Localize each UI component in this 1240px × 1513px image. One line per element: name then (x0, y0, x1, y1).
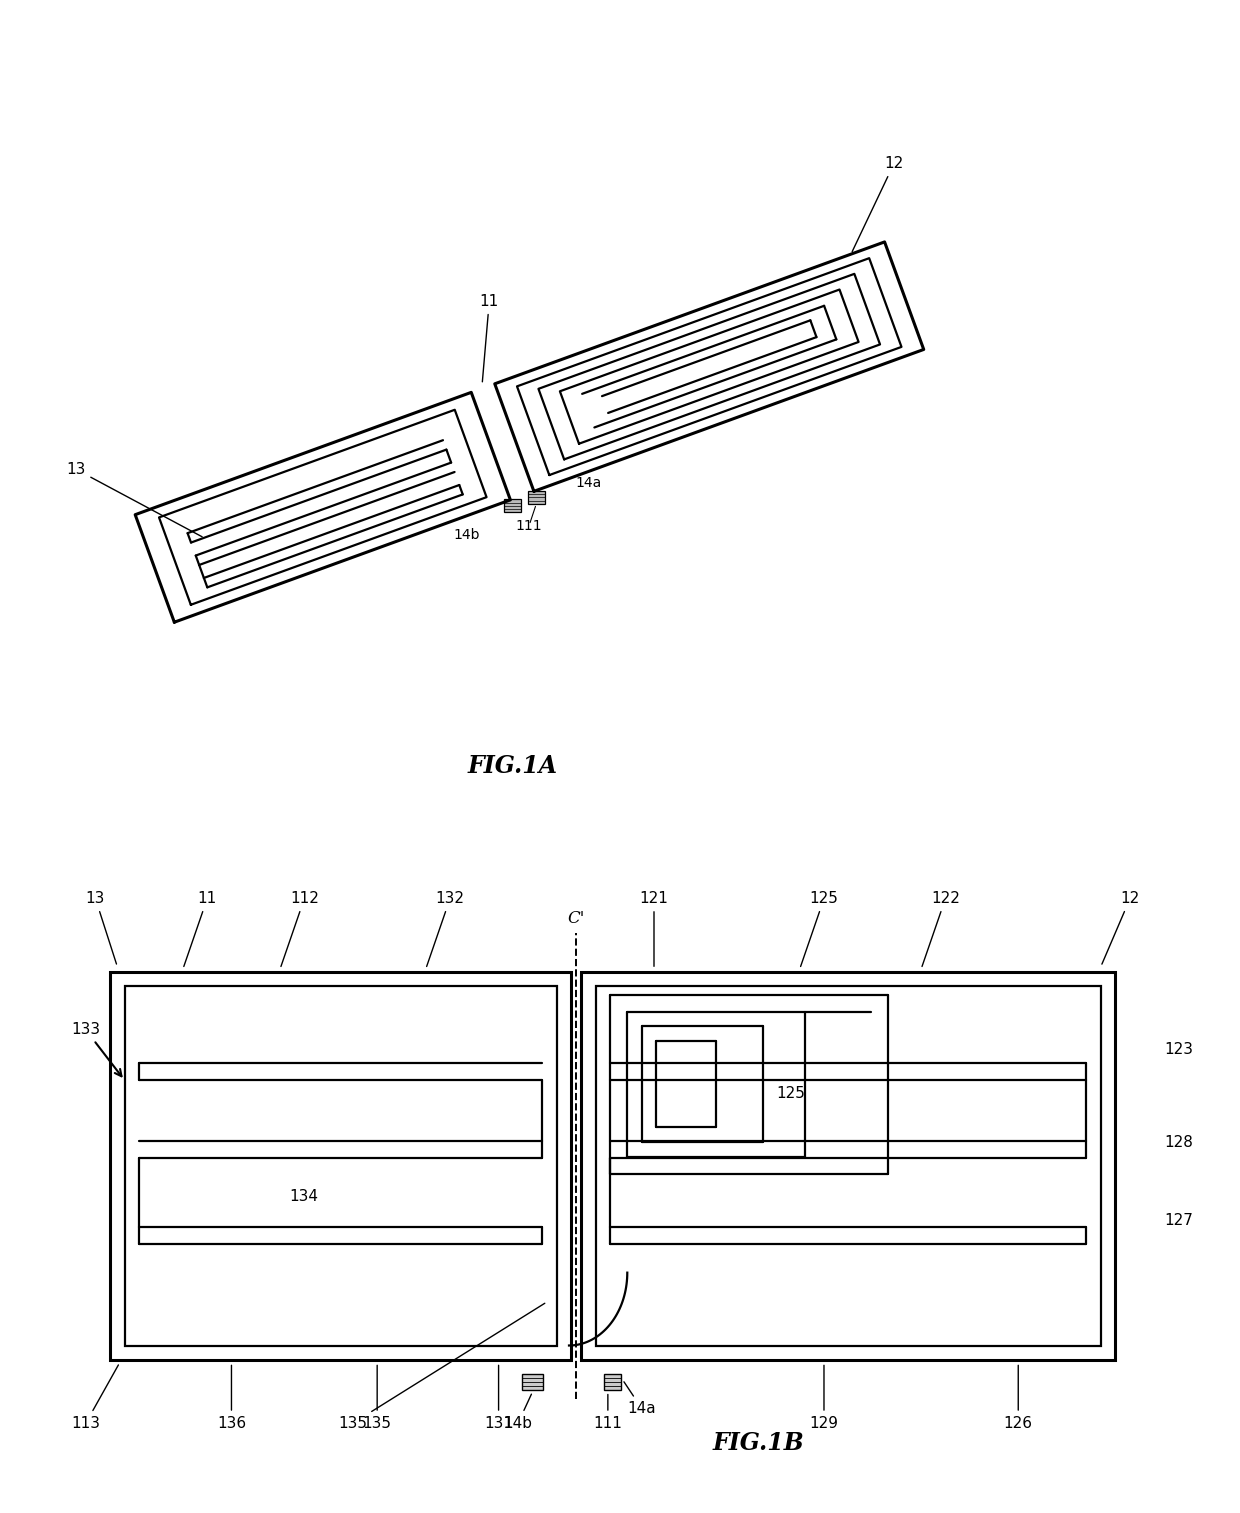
Text: 132: 132 (427, 891, 465, 967)
Text: 11: 11 (480, 294, 498, 381)
Text: 113: 113 (71, 1365, 118, 1431)
Text: 12: 12 (852, 156, 904, 251)
Bar (522, 1374, 543, 1390)
Text: 13: 13 (66, 461, 202, 537)
Bar (604, 1374, 621, 1390)
Text: 131: 131 (484, 1365, 513, 1431)
Text: 12: 12 (1102, 891, 1140, 964)
Text: 135: 135 (362, 1365, 392, 1431)
Bar (582, 971, 1115, 1360)
Text: 133: 133 (71, 1023, 122, 1076)
Text: 14a: 14a (624, 1381, 656, 1416)
Text: 129: 129 (810, 1365, 838, 1431)
Text: 14b: 14b (453, 528, 480, 542)
Text: FIG.1B: FIG.1B (713, 1431, 805, 1454)
Text: 123: 123 (1164, 1042, 1193, 1056)
Text: 14a: 14a (575, 477, 601, 490)
Text: 14b: 14b (503, 1393, 532, 1431)
Bar (110, 971, 572, 1360)
Text: 127: 127 (1164, 1213, 1193, 1227)
Text: 111: 111 (594, 1395, 622, 1431)
Bar (595, 986, 1101, 1345)
Bar (505, 499, 521, 513)
Text: 136: 136 (217, 1365, 246, 1431)
Bar (528, 490, 544, 504)
Text: 111: 111 (516, 519, 543, 533)
Text: 122: 122 (923, 891, 960, 967)
Text: 125: 125 (776, 1086, 805, 1100)
Bar (124, 986, 557, 1345)
Text: 128: 128 (1164, 1135, 1193, 1150)
Text: 11: 11 (184, 891, 217, 967)
Text: 121: 121 (640, 891, 668, 967)
Text: 126: 126 (1003, 1365, 1033, 1431)
Text: 13: 13 (86, 891, 117, 964)
Text: 134: 134 (289, 1189, 319, 1204)
Text: FIG.1A: FIG.1A (467, 753, 558, 778)
Text: 135: 135 (339, 1303, 544, 1431)
Text: 125: 125 (801, 891, 838, 967)
Text: 112: 112 (281, 891, 319, 967)
Text: C': C' (568, 909, 585, 926)
